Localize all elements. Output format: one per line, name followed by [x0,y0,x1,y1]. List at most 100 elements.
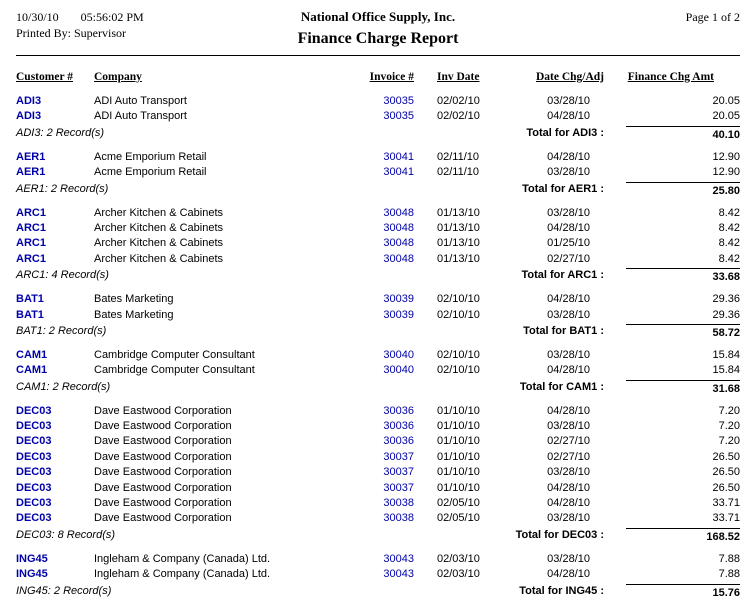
customer-group: CAM1 Cambridge Computer Consultant 30040… [16,348,740,397]
finance-chg-amount-cell: 26.50 [712,481,740,494]
company-cell: Cambridge Computer Consultant [94,364,255,377]
table-row: DEC03 Dave Eastwood Corporation 30037 01… [16,481,740,496]
customer-number-cell[interactable]: ARC1 [16,237,46,250]
group-total-amount-value: 168.52 [626,527,740,545]
customer-number-cell[interactable]: AER1 [16,150,46,163]
customer-number-cell[interactable]: DEC03 [16,435,52,448]
finance-chg-amount-cell: 29.36 [712,293,740,306]
invoice-number-cell[interactable]: 30048 [383,237,414,250]
date-chg-adj-cell: 02/27/10 [547,252,590,265]
company-cell: Cambridge Computer Consultant [94,348,255,361]
invoice-date-cell: 01/13/10 [437,206,480,219]
invoice-number-cell[interactable]: 30039 [383,308,414,321]
company-cell: Archer Kitchen & Cabinets [94,206,224,219]
finance-chg-amount-cell: 7.88 [718,552,740,565]
col-header-customer: Customer # [16,71,73,83]
customer-number-cell[interactable]: DEC03 [16,404,52,417]
invoice-number-cell[interactable]: 30041 [383,150,414,163]
invoice-number-cell[interactable]: 30037 [383,481,414,494]
invoice-date-cell: 01/10/10 [437,466,480,479]
invoice-number-cell[interactable]: 30043 [383,552,414,565]
report-titles: National Office Supply, Inc. Finance Cha… [241,9,515,48]
invoice-number-cell[interactable]: 30040 [383,364,414,377]
date-chg-adj-cell: 04/28/10 [547,481,590,494]
customer-number-cell[interactable]: DEC03 [16,420,52,433]
invoice-date-cell: 02/02/10 [437,110,480,123]
invoice-number-cell[interactable]: 30037 [383,450,414,463]
customer-number-cell[interactable]: AER1 [16,166,46,179]
invoice-number-cell[interactable]: 30039 [383,293,414,306]
finance-chg-amount-cell: 7.88 [718,568,740,581]
finance-chg-amount-cell: 15.84 [712,364,740,377]
invoice-number-cell[interactable]: 30038 [383,512,414,525]
date-chg-adj-cell: 04/28/10 [547,150,590,163]
invoice-number-cell[interactable]: 30048 [383,252,414,265]
customer-number-cell[interactable]: DEC03 [16,512,52,525]
invoice-number-cell[interactable]: 30036 [383,435,414,448]
customer-number-cell[interactable]: ING45 [16,568,48,581]
group-rows: AER1 Acme Emporium Retail 30041 02/11/10… [16,150,740,181]
date-chg-adj-cell: 04/28/10 [547,364,590,377]
finance-chg-amount-cell: 8.42 [718,221,740,234]
group-total-amount: 25.80 [604,181,740,199]
report-title: Finance Charge Report [297,30,459,47]
invoice-number-cell[interactable]: 30035 [383,110,414,123]
group-summary-row: CAM1: 2 Record(s) Total for CAM1 : 31.68 [16,379,740,397]
invoice-number-cell[interactable]: 30048 [383,221,414,234]
customer-number-cell[interactable]: BAT1 [16,308,44,321]
customer-number-cell[interactable]: DEC03 [16,481,52,494]
customer-number-cell[interactable]: ADI3 [16,110,42,123]
invoice-date-cell: 02/10/10 [437,293,480,306]
customer-number-cell[interactable]: CAM1 [16,364,48,377]
invoice-date-cell: 02/03/10 [437,552,480,565]
customer-number-cell[interactable]: DEC03 [16,450,52,463]
company-cell: Dave Eastwood Corporation [94,450,232,463]
date-chg-adj-cell: 01/25/10 [547,237,590,250]
customer-number-cell[interactable]: CAM1 [16,348,48,361]
invoice-number-cell[interactable]: 30043 [383,568,414,581]
table-row: DEC03 Dave Eastwood Corporation 30038 02… [16,511,740,526]
print-datetime: 10/30/10 05:56:02 PM [16,9,241,25]
col-header-invoice: Invoice # [369,71,414,83]
invoice-number-cell[interactable]: 30036 [383,404,414,417]
customer-number-cell[interactable]: BAT1 [16,293,44,306]
customer-number-cell[interactable]: ARC1 [16,206,46,219]
finance-chg-amount-cell: 29.36 [712,308,740,321]
col-header-finance-chg-amt: Finance Chg Amt [627,71,714,83]
finance-chg-amount-cell: 8.42 [718,237,740,250]
company-cell: Dave Eastwood Corporation [94,466,232,479]
invoice-number-cell[interactable]: 30041 [383,166,414,179]
group-summary-row: BAT1: 2 Record(s) Total for BAT1 : 58.72 [16,323,740,341]
customer-number-cell[interactable]: ARC1 [16,221,46,234]
group-total-amount: 168.52 [604,527,740,545]
group-rows: CAM1 Cambridge Computer Consultant 30040… [16,348,740,379]
customer-number-cell[interactable]: ING45 [16,552,48,565]
company-cell: ADI Auto Transport [94,95,187,107]
company-cell: Bates Marketing [94,308,174,321]
invoice-date-cell: 01/13/10 [437,252,480,265]
invoice-number-cell[interactable]: 30040 [383,348,414,361]
invoice-number-cell[interactable]: 30035 [383,95,414,107]
invoice-number-cell[interactable]: 30048 [383,206,414,219]
group-rows: DEC03 Dave Eastwood Corporation 30036 01… [16,404,740,527]
group-rows: ARC1 Archer Kitchen & Cabinets 30048 01/… [16,206,740,268]
invoice-number-cell[interactable]: 30037 [383,466,414,479]
invoice-date-cell: 02/10/10 [437,308,480,321]
invoice-number-cell[interactable]: 30036 [383,420,414,433]
customer-number-cell[interactable]: DEC03 [16,466,52,479]
header-divider [16,55,740,56]
customer-number-cell[interactable]: ARC1 [16,252,46,265]
record-count: ADI3: 2 Record(s) [16,126,105,139]
company-cell: Dave Eastwood Corporation [94,512,232,525]
date-chg-adj-cell: 04/28/10 [547,497,590,510]
invoice-date-cell: 02/05/10 [437,497,480,510]
invoice-number-cell[interactable]: 30038 [383,497,414,510]
record-count: DEC03: 8 Record(s) [16,528,116,541]
group-total-amount: 40.10 [604,125,740,143]
customer-number-cell[interactable]: ADI3 [16,95,42,107]
invoice-date-cell: 02/10/10 [437,348,480,361]
customer-number-cell[interactable]: DEC03 [16,497,52,510]
group-rows: ING45 Ingleham & Company (Canada) Ltd. 3… [16,552,740,583]
table-row: ADI3 ADI Auto Transport 30035 02/02/10 0… [16,109,740,124]
table-row: DEC03 Dave Eastwood Corporation 30036 01… [16,434,740,449]
